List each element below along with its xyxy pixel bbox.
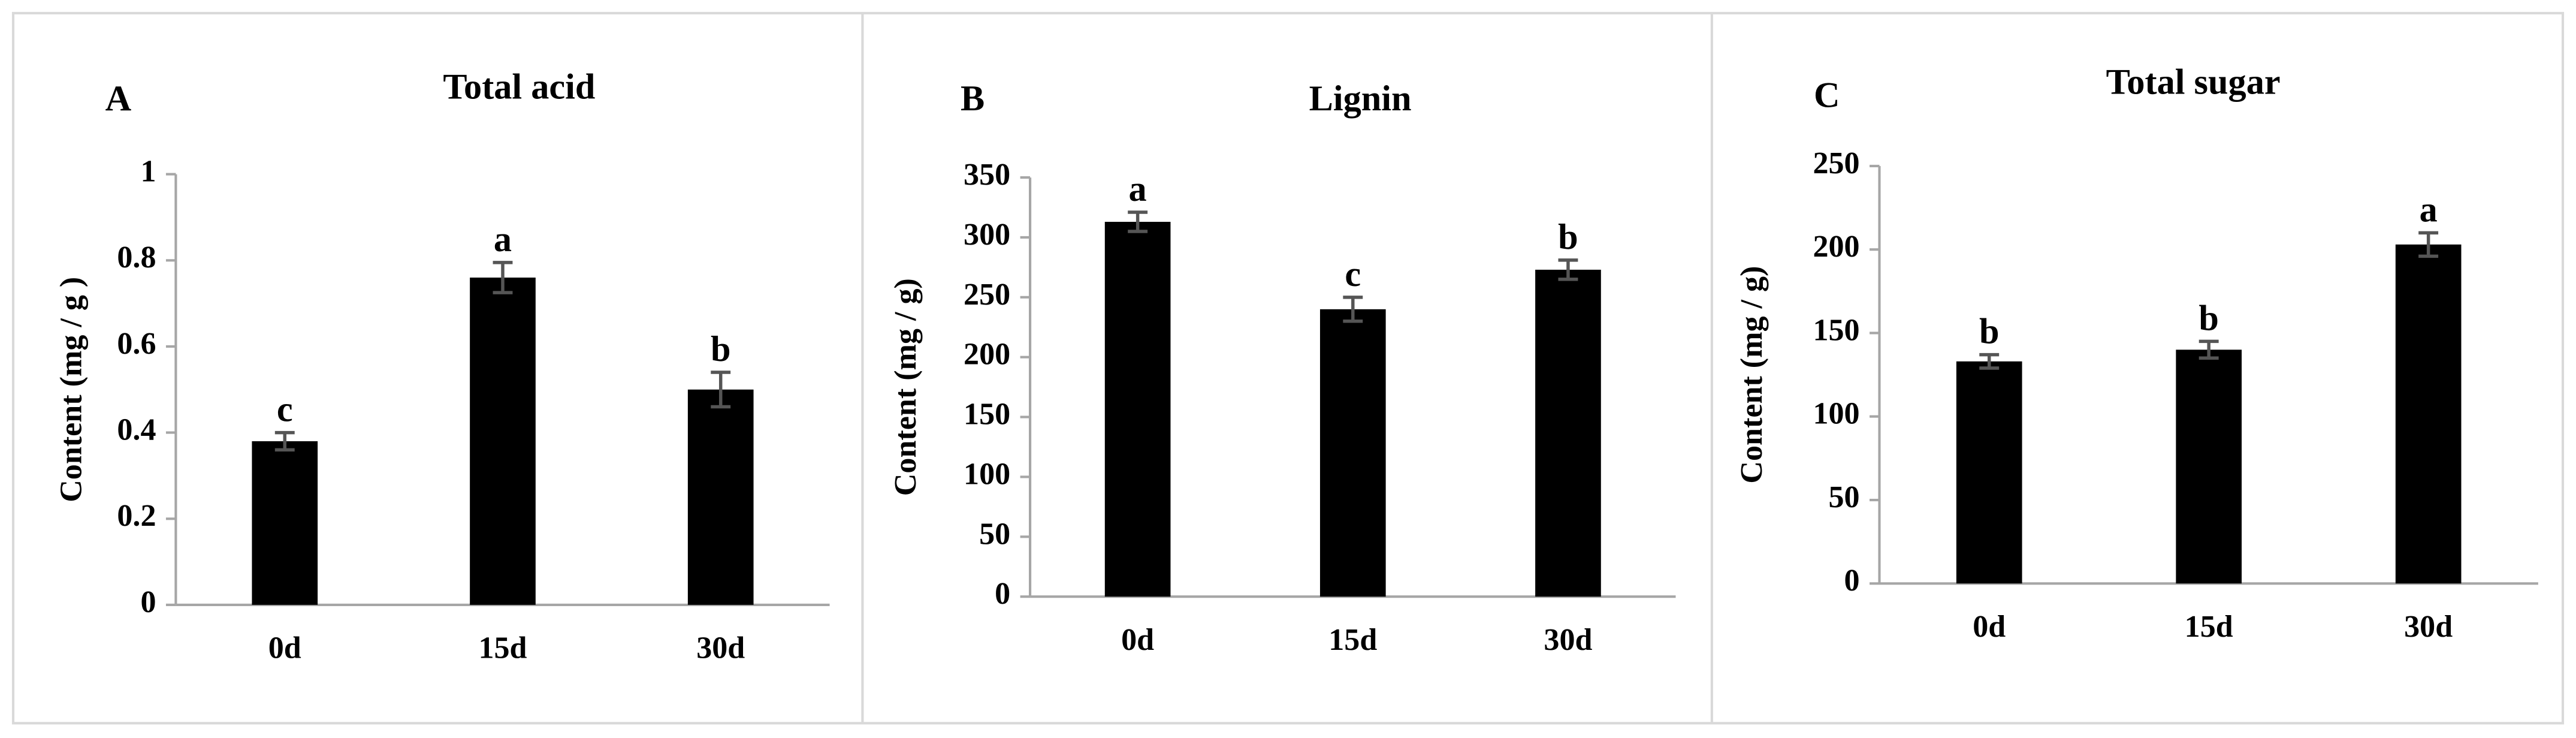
significance-letter: b — [711, 329, 731, 369]
significance-letter: c — [1345, 254, 1361, 294]
x-tick-label: 15d — [1328, 623, 1377, 657]
bar — [252, 441, 318, 605]
x-tick-label: 15d — [478, 631, 527, 665]
bar — [1319, 309, 1386, 597]
error-bar — [1343, 296, 1363, 323]
significance-letter: a — [494, 219, 512, 260]
frame — [11, 11, 2565, 725]
y-tick-label: 250 — [964, 278, 1010, 312]
y-tick-label: 100 — [964, 457, 1010, 491]
y-tick-label: 250 — [1813, 146, 1859, 180]
y-tick-label: 0 — [995, 577, 1010, 611]
y-tick-label: 0 — [140, 585, 156, 619]
error-bar — [1558, 258, 1578, 281]
significance-letter: c — [277, 390, 293, 430]
bar — [470, 278, 536, 605]
significance-letter: a — [1129, 169, 1147, 209]
panel-label: C — [1814, 75, 1840, 115]
bar — [1956, 361, 2022, 584]
y-tick-label: 1 — [140, 155, 156, 189]
significance-letter: b — [1558, 217, 1578, 257]
panel-label: A — [105, 79, 132, 119]
error-bar — [2198, 339, 2219, 360]
x-tick-label: 30d — [1544, 623, 1592, 657]
error-bar — [1979, 353, 2000, 370]
bar — [1104, 222, 1171, 597]
significance-letter: a — [2420, 189, 2438, 230]
y-tick-label: 0.6 — [117, 327, 156, 361]
y-tick-label: 150 — [964, 397, 1010, 432]
y-tick-label: 200 — [964, 338, 1010, 372]
x-tick-label: 15d — [2185, 610, 2233, 644]
bar — [1535, 269, 1601, 597]
y-tick-label: 200 — [1813, 230, 1859, 264]
chart-title: Total sugar — [2106, 62, 2281, 102]
y-axis-label: Content (mg / g) — [889, 278, 923, 496]
error-bar — [493, 261, 513, 294]
y-tick-label: 350 — [964, 158, 1010, 192]
y-tick-label: 0.2 — [117, 499, 156, 533]
y-tick-label: 0.8 — [117, 240, 156, 275]
x-tick-label: 30d — [2404, 610, 2453, 644]
y-axis-label: Content (mg / g ) — [54, 277, 88, 502]
chart-title: Lignin — [1309, 79, 1412, 119]
y-tick-label: 0.4 — [117, 413, 156, 447]
y-tick-label: 0 — [1844, 564, 1860, 598]
x-tick-label: 0d — [1973, 610, 2006, 644]
y-axis-label: Content (mg / g) — [1735, 266, 1769, 484]
panel-label: B — [961, 79, 985, 119]
error-bar — [711, 370, 731, 409]
chart-title: Total acid — [443, 67, 595, 107]
y-tick-label: 100 — [1813, 397, 1859, 431]
y-tick-label: 150 — [1813, 313, 1859, 347]
x-tick-label: 0d — [268, 631, 301, 665]
error-bar — [1128, 210, 1148, 233]
bar — [2395, 244, 2462, 584]
error-bar — [2418, 231, 2439, 258]
y-tick-label: 50 — [1829, 480, 1860, 514]
bar — [2176, 350, 2242, 584]
y-tick-label: 50 — [979, 517, 1010, 551]
significance-letter: b — [2198, 298, 2219, 338]
x-tick-label: 0d — [1121, 623, 1154, 657]
significance-letter: b — [1979, 312, 2000, 352]
x-tick-label: 30d — [696, 631, 745, 665]
y-tick-label: 300 — [964, 218, 1010, 252]
error-bar — [274, 430, 295, 452]
bar — [687, 389, 754, 605]
